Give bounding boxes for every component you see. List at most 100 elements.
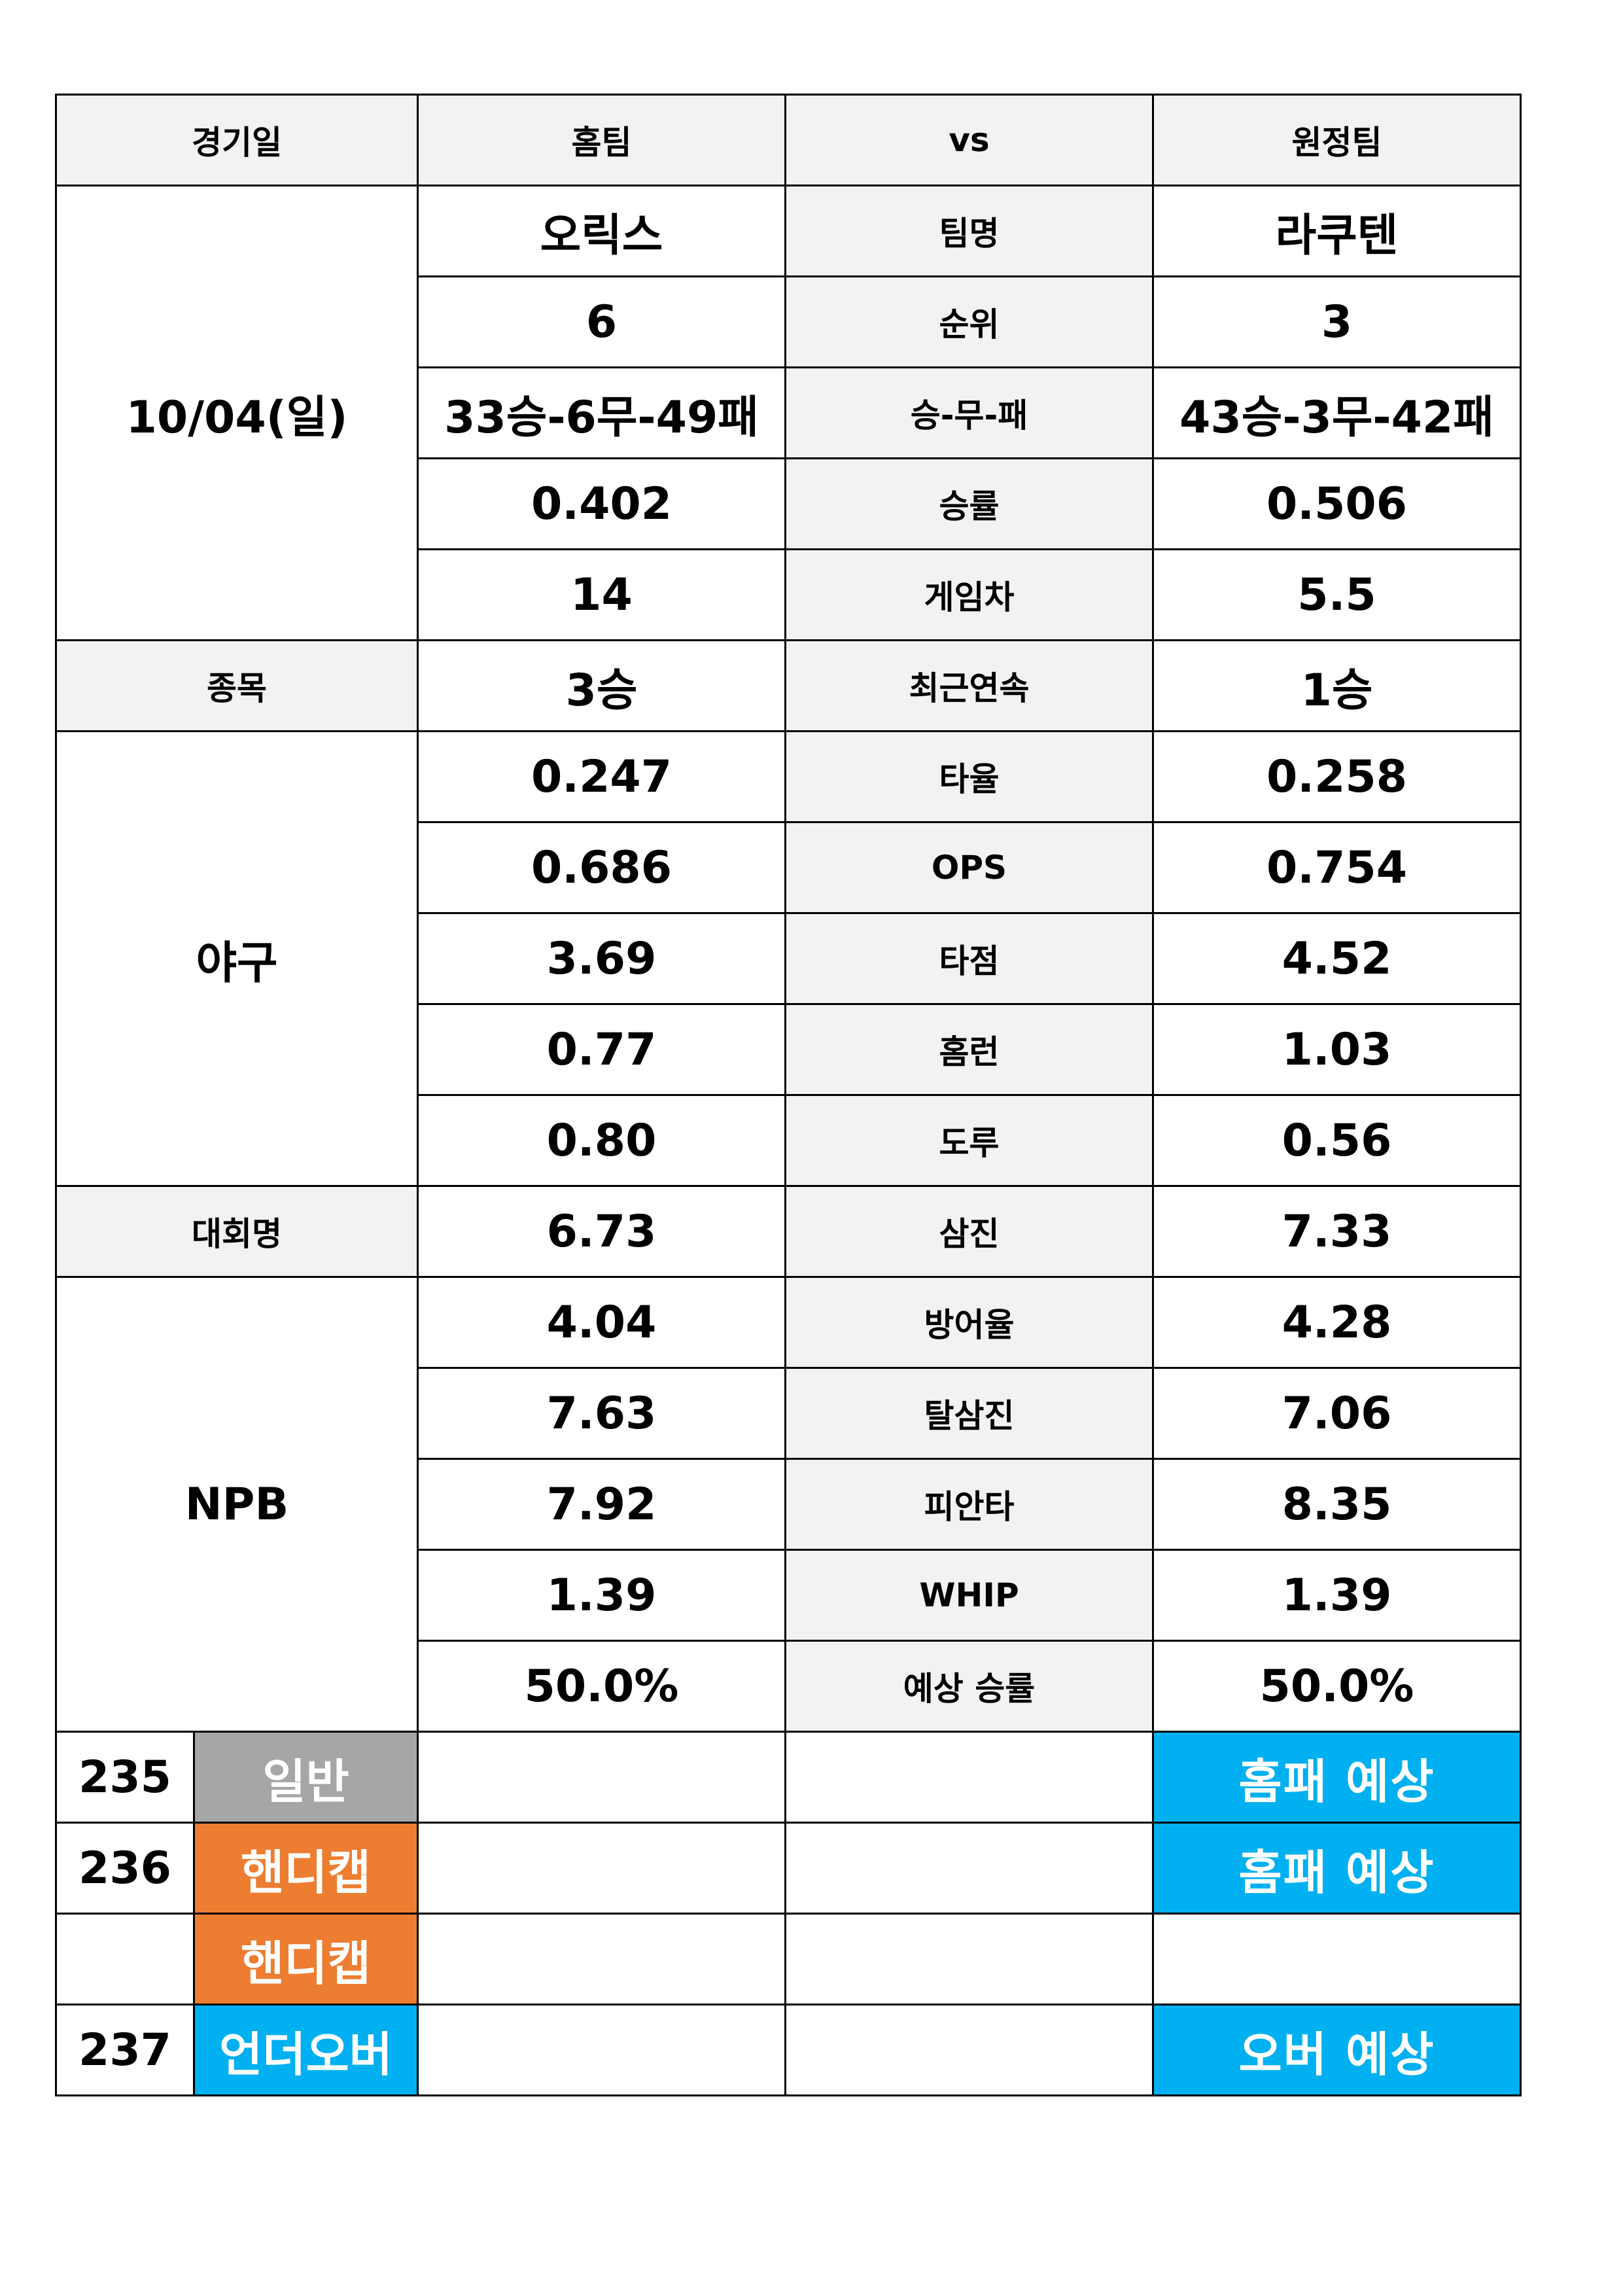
vs-header: vs bbox=[784, 94, 1154, 186]
home-pick-cell bbox=[417, 2004, 786, 2096]
stat-label: 타율 bbox=[784, 730, 1154, 823]
stat-row-ops: 0.686 OPS 0.754 bbox=[56, 821, 1522, 914]
match-date: 10/04(일) bbox=[55, 185, 419, 641]
away-pick-cell bbox=[1152, 1913, 1522, 2005]
home-pick-cell bbox=[417, 1822, 786, 1915]
home-stat-value: 33승-6무-49패 bbox=[417, 366, 786, 459]
away-pick-cell: 오버 예상 bbox=[1152, 2004, 1522, 2096]
home-stat-value: 7.63 bbox=[417, 1367, 786, 1460]
away-pick-cell: 홈패 예상 bbox=[1152, 1822, 1522, 1915]
stat-row-whip: 1.39 WHIP 1.39 bbox=[56, 1549, 1522, 1642]
sport-label: 종목 bbox=[55, 639, 419, 732]
stat-label: OPS bbox=[784, 821, 1154, 914]
away-stat-value: 5.5 bbox=[1152, 548, 1522, 641]
away-stat-value: 50.0% bbox=[1152, 1640, 1522, 1733]
stat-label: 예상 승률 bbox=[784, 1640, 1154, 1733]
home-stat-value: 3.69 bbox=[417, 912, 786, 1005]
stat-label: 승률 bbox=[784, 457, 1154, 550]
pick-number bbox=[55, 1913, 195, 2005]
stat-label: 게임차 bbox=[784, 548, 1154, 641]
pick-number: 237 bbox=[55, 2004, 195, 2096]
stat-row-avg: 야구 0.247 타율 0.258 bbox=[55, 730, 1522, 1187]
home-stat-value: 0.686 bbox=[417, 821, 786, 914]
mid-pick-cell bbox=[784, 2004, 1154, 2096]
league-name: NPB bbox=[55, 1276, 419, 1733]
match-preview-table: 경기일 홈팀 vs 원정팀 10/04(일) 오릭스 팀명 라쿠텐 6 순위 3… bbox=[55, 94, 1522, 2096]
stat-row-era: NPB 4.04 방어율 4.28 bbox=[55, 1276, 1522, 1733]
home-team-header: 홈팀 bbox=[417, 94, 786, 186]
home-stat-value: 6.73 bbox=[417, 1185, 786, 1278]
home-stat-value: 14 bbox=[417, 548, 786, 641]
away-stat-value: 43승-3무-42패 bbox=[1152, 366, 1522, 459]
away-stat-value: 0.754 bbox=[1152, 821, 1522, 914]
mid-pick-cell bbox=[784, 1913, 1154, 2005]
stat-label: 팀명 bbox=[784, 185, 1154, 277]
stat-label: 순위 bbox=[784, 275, 1154, 368]
stat-label: 최근연속 bbox=[784, 639, 1154, 732]
stat-label: 도루 bbox=[784, 1094, 1154, 1187]
mid-pick-cell bbox=[784, 1731, 1154, 1824]
home-team-name: 오릭스 bbox=[417, 185, 786, 277]
pick-type-badge: 일반 bbox=[193, 1731, 419, 1824]
home-stat-value: 50.0% bbox=[417, 1640, 786, 1733]
stat-row-expected-win: 50.0% 예상 승률 50.0% bbox=[56, 1640, 1522, 1733]
stat-row-streak: 종목 3승 최근연속 1승 bbox=[55, 639, 1522, 732]
away-stat-value: 1.39 bbox=[1152, 1549, 1522, 1642]
home-stat-value: 0.77 bbox=[417, 1003, 786, 1096]
home-stat-value: 0.402 bbox=[417, 457, 786, 550]
stat-row-hits-allowed: 7.92 피안타 8.35 bbox=[56, 1458, 1522, 1551]
stat-label: 피안타 bbox=[784, 1458, 1154, 1551]
away-stat-value: 7.06 bbox=[1152, 1367, 1522, 1460]
header-row: 경기일 홈팀 vs 원정팀 bbox=[55, 94, 1522, 186]
away-pick-cell: 홈패 예상 bbox=[1152, 1731, 1522, 1824]
home-stat-value: 3승 bbox=[417, 639, 786, 732]
stat-label: 방어율 bbox=[784, 1276, 1154, 1369]
stat-label: 탈삼진 bbox=[784, 1367, 1154, 1460]
away-stat-value: 8.35 bbox=[1152, 1458, 1522, 1551]
pick-type-badge: 핸디캡 bbox=[193, 1822, 419, 1915]
home-pick-cell bbox=[417, 1913, 786, 2005]
stat-label: 홈런 bbox=[784, 1003, 1154, 1096]
away-stat-value: 4.52 bbox=[1152, 912, 1522, 1005]
away-stat-value: 7.33 bbox=[1152, 1185, 1522, 1278]
pick-type-badge: 핸디캡 bbox=[193, 1913, 419, 2005]
stat-label: WHIP bbox=[784, 1549, 1154, 1642]
stat-row-team-name: 10/04(일) 오릭스 팀명 라쿠텐 bbox=[55, 185, 1522, 641]
pick-row: 235 일반 홈패 예상 bbox=[55, 1731, 1522, 1824]
date-header: 경기일 bbox=[55, 94, 419, 186]
away-stat-value: 4.28 bbox=[1152, 1276, 1522, 1369]
home-stat-value: 4.04 bbox=[417, 1276, 786, 1369]
home-stat-value: 0.247 bbox=[417, 730, 786, 823]
stat-row-win-pct: 0.402 승률 0.506 bbox=[56, 457, 1522, 550]
pick-row: 236 핸디캡 홈패 예상 bbox=[55, 1822, 1522, 1915]
away-stat-value: 1승 bbox=[1152, 639, 1522, 732]
stat-row-so: 대회명 6.73 삼진 7.33 bbox=[55, 1185, 1522, 1278]
pick-number: 235 bbox=[55, 1731, 195, 1824]
stat-label: 타점 bbox=[784, 912, 1154, 1005]
home-stat-value: 7.92 bbox=[417, 1458, 786, 1551]
stat-row-games-behind: 14 게임차 5.5 bbox=[56, 548, 1522, 641]
stat-row-rank: 6 순위 3 bbox=[56, 275, 1522, 368]
sport-name: 야구 bbox=[55, 730, 419, 1187]
away-stat-value: 0.56 bbox=[1152, 1094, 1522, 1187]
mid-pick-cell bbox=[784, 1822, 1154, 1915]
stat-row-sb: 0.80 도루 0.56 bbox=[56, 1094, 1522, 1187]
stat-row-k: 7.63 탈삼진 7.06 bbox=[56, 1367, 1522, 1460]
away-stat-value: 0.258 bbox=[1152, 730, 1522, 823]
home-stat-value: 0.80 bbox=[417, 1094, 786, 1187]
pick-row: 237 언더오버 오버 예상 bbox=[55, 2004, 1522, 2096]
league-label: 대회명 bbox=[55, 1185, 419, 1278]
stat-row-rbi: 3.69 타점 4.52 bbox=[56, 912, 1522, 1005]
away-stat-value: 1.03 bbox=[1152, 1003, 1522, 1096]
pick-type-badge: 언더오버 bbox=[193, 2004, 419, 2096]
stat-label: 삼진 bbox=[784, 1185, 1154, 1278]
home-stat-value: 1.39 bbox=[417, 1549, 786, 1642]
home-stat-value: 6 bbox=[417, 275, 786, 368]
home-pick-cell bbox=[417, 1731, 786, 1824]
away-team-header: 원정팀 bbox=[1152, 94, 1522, 186]
away-stat-value: 3 bbox=[1152, 275, 1522, 368]
stat-label: 승-무-패 bbox=[784, 366, 1154, 459]
stat-row-hr: 0.77 홈런 1.03 bbox=[56, 1003, 1522, 1096]
stat-row-record: 33승-6무-49패 승-무-패 43승-3무-42패 bbox=[56, 366, 1522, 459]
away-stat-value: 0.506 bbox=[1152, 457, 1522, 550]
